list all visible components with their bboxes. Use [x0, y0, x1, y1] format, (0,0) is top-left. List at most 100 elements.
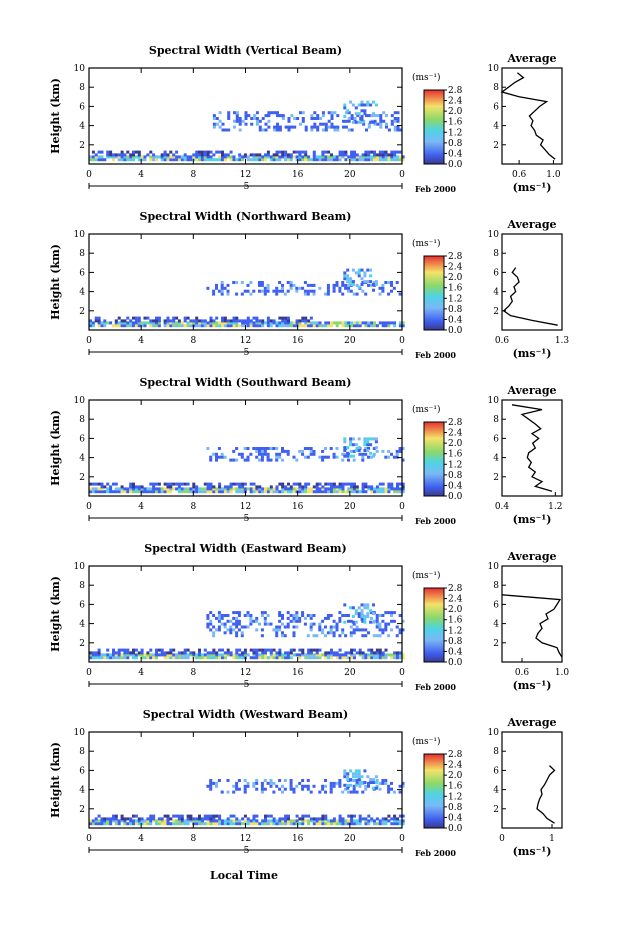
- heatmap-cell: [117, 316, 121, 320]
- heatmap-cell: [398, 784, 402, 788]
- heatmap-cell: [114, 817, 118, 821]
- heatmap-cell: [360, 615, 364, 618]
- heatmap-cell: [349, 790, 353, 794]
- heatmap-cell: [97, 490, 101, 494]
- heatmap-cell: [292, 616, 296, 620]
- profile-y-tick-label: 4: [493, 620, 499, 630]
- heatmap-cell: [255, 616, 259, 620]
- heatmap-cell: [289, 321, 293, 325]
- heatmap-cell: [160, 822, 164, 826]
- heatmap-cell: [183, 319, 187, 323]
- heatmap-cell: [318, 656, 322, 660]
- heatmap-cell: [244, 122, 248, 126]
- heatmap-cell: [100, 485, 104, 489]
- heatmap-cell: [321, 485, 325, 489]
- heatmap-cell: [387, 281, 391, 284]
- heatmap-cell: [370, 114, 374, 118]
- colorbar-tick-label: 2.8: [448, 252, 463, 262]
- heatmap-cell: [378, 822, 382, 826]
- heatmap-cell: [232, 819, 236, 823]
- heatmap-cell: [312, 150, 316, 154]
- heatmap-cell: [149, 321, 153, 325]
- heatmap-cell: [289, 487, 293, 491]
- heatmap-cell: [355, 779, 359, 782]
- heatmap-cell: [338, 150, 342, 154]
- heatmap-cell: [284, 653, 288, 657]
- heatmap-cell: [332, 625, 336, 629]
- heatmap-cell: [381, 155, 385, 159]
- heatmap-cell: [286, 281, 290, 284]
- heatmap-cell: [149, 319, 153, 323]
- heatmap-cell: [321, 487, 325, 491]
- heatmap-cell: [212, 153, 216, 157]
- heatmap-cell: [212, 651, 216, 655]
- heatmap-cell: [360, 268, 364, 272]
- heatmap-cell: [375, 784, 379, 788]
- heatmap-cell: [372, 454, 375, 458]
- heatmap-cell: [381, 482, 385, 486]
- profile-x-tick-label: 1.2: [548, 502, 562, 512]
- heatmap-cell: [298, 485, 302, 489]
- heatmap-cell: [355, 625, 359, 629]
- heatmap-cell: [278, 614, 282, 617]
- heatmap-cell: [263, 619, 267, 623]
- heatmap-cell: [192, 155, 196, 159]
- heatmap-cell: [343, 437, 347, 441]
- x-tick-label: 12: [240, 668, 251, 678]
- heatmap-cell: [343, 603, 347, 607]
- heatmap-cell: [353, 117, 357, 120]
- heatmap-cell: [278, 281, 282, 284]
- heatmap-cell: [238, 648, 242, 652]
- heatmap-cell: [390, 158, 394, 162]
- heatmap-cell: [172, 656, 176, 660]
- heatmap-cell: [374, 437, 378, 441]
- heatmap-cell: [195, 487, 199, 491]
- heatmap-cell: [246, 447, 250, 450]
- heatmap-cell: [203, 487, 207, 491]
- heatmap-cell: [324, 122, 328, 126]
- heatmap-cell: [275, 487, 279, 491]
- heatmap-cell: [237, 452, 241, 456]
- heatmap-cell: [298, 153, 302, 157]
- heatmap-cell: [324, 292, 327, 296]
- heatmap-cell: [319, 122, 323, 126]
- day-label: 5: [244, 348, 250, 358]
- heatmap-cell: [330, 822, 333, 826]
- heatmap-cell: [281, 117, 285, 120]
- heatmap-cell: [396, 482, 399, 486]
- heatmap-cell: [278, 155, 282, 159]
- heatmap-cell: [364, 153, 368, 157]
- heatmap-cell: [143, 321, 147, 325]
- profile-y-tick-label: 10: [488, 562, 500, 572]
- heatmap-cell: [298, 487, 302, 491]
- heatmap-cell: [186, 822, 190, 826]
- heatmap-cell: [375, 651, 379, 655]
- heatmap-cell: [379, 114, 383, 118]
- heatmap-cell: [206, 616, 210, 620]
- heatmap-cell: [157, 648, 161, 652]
- heatmap-band: [89, 648, 402, 655]
- heatmap-cell: [344, 651, 348, 655]
- heatmap-cell: [229, 324, 233, 328]
- heatmap-cell: [350, 651, 354, 655]
- heatmap-cell: [240, 455, 244, 459]
- heatmap-cell: [398, 324, 402, 328]
- heatmap-cell: [132, 321, 135, 325]
- heatmap-cell: [132, 819, 135, 823]
- heatmap-cell: [361, 817, 365, 821]
- heatmap-cell: [177, 819, 181, 823]
- heatmap-cell: [258, 490, 262, 494]
- heatmap-cell: [363, 617, 367, 621]
- heatmap-cell: [344, 787, 348, 791]
- heatmap-cell: [309, 490, 313, 494]
- x-axis-label: Local Time: [210, 869, 278, 882]
- heatmap-cell: [212, 634, 216, 638]
- heatmap-cell: [152, 653, 156, 657]
- heatmap-cell: [112, 819, 115, 823]
- heatmap-cell: [260, 449, 264, 453]
- heatmap-cell: [304, 158, 308, 162]
- heatmap-cell: [152, 656, 156, 660]
- heatmap-cell: [260, 458, 264, 462]
- colorbar-tick-label: 2.0: [448, 273, 463, 283]
- heatmap-cell: [220, 452, 224, 456]
